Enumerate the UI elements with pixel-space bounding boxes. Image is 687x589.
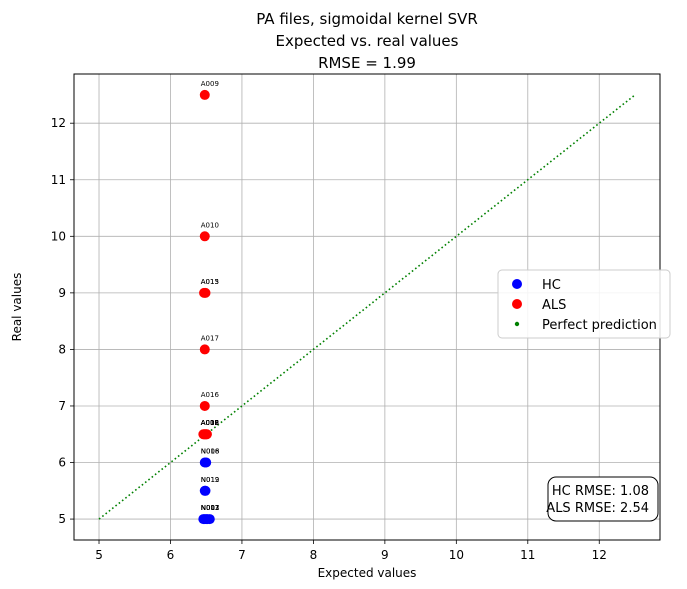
x-tick-label: 12	[592, 548, 607, 562]
point-label-a010: A010	[201, 221, 219, 229]
perfect-prediction-line-path	[98, 94, 636, 520]
point-label-n006: N006	[201, 448, 220, 456]
x-axis-label: Expected values	[318, 566, 417, 580]
point-label-n007: N007	[201, 504, 220, 512]
y-tick-label: 10	[51, 229, 66, 243]
chart-title: PA files, sigmoidal kernel SVR Expected …	[256, 10, 478, 72]
legend-marker-hc	[512, 279, 522, 289]
point-als-a016	[199, 400, 210, 411]
point-als-a010	[199, 231, 210, 242]
x-tick-label: 7	[238, 548, 246, 562]
point-hc-n006	[201, 457, 212, 468]
legend-label-hc: HC	[542, 278, 561, 293]
y-tick-label: 12	[51, 116, 66, 130]
y-tick-label: 6	[58, 456, 66, 470]
legend-label-perfect-prediction: Perfect prediction	[542, 318, 657, 333]
point-label-a012: A012	[201, 419, 219, 427]
legend: HC ALS Perfect prediction	[497, 269, 671, 339]
legend-label-als: ALS	[542, 298, 566, 313]
point-als-a018	[201, 429, 212, 440]
x-tick-label: 8	[310, 548, 318, 562]
legend-box	[497, 269, 671, 339]
rmse-als: ALS RMSE: 2.54	[546, 501, 649, 516]
rmse-annotation-box	[547, 476, 659, 522]
axis-ticks: 5 6 7 8 9 10 11 12 5 6 7 8 9 10 11 12	[51, 116, 607, 562]
y-tick-label: 5	[58, 512, 66, 526]
y-tick-label: 9	[58, 286, 66, 300]
point-label-n012: N012	[201, 476, 220, 484]
point-label-a015: A015	[201, 278, 219, 286]
point-label-a017: A017	[201, 334, 219, 342]
rmse-hc: HC RMSE: 1.08	[552, 484, 649, 499]
x-tick-label: 5	[95, 548, 103, 562]
point-als-a009	[199, 89, 210, 100]
y-tick-label: 11	[51, 173, 66, 187]
point-label-a016: A016	[201, 391, 220, 399]
x-tick-label: 9	[381, 548, 389, 562]
point-label-a006: A006	[201, 419, 220, 427]
point-label-n003: N003	[201, 504, 220, 512]
point-als-a017	[199, 344, 210, 355]
chart-title-line-1: PA files, sigmoidal kernel SVR	[256, 10, 478, 28]
point-hc-n019	[200, 485, 211, 496]
point-als-a015	[200, 287, 211, 298]
point-label-a013: A013	[201, 278, 219, 286]
rmse-annotation: HC RMSE: 1.08 ALS RMSE: 2.54	[546, 476, 659, 522]
x-tick-label: 10	[449, 548, 464, 562]
perfect-prediction-line	[98, 94, 636, 520]
point-label-n017: N017	[201, 504, 220, 512]
point-label-n002: N002	[201, 504, 220, 512]
legend-marker-als	[512, 299, 522, 309]
y-axis-label: Real values	[10, 273, 24, 342]
point-label-a009: A009	[201, 80, 219, 88]
point-label-n019: N019	[201, 476, 220, 484]
point-label-a008: A008	[201, 419, 219, 427]
point-label-a002: A002	[201, 419, 219, 427]
y-tick-label: 8	[58, 342, 66, 356]
x-tick-label: 11	[520, 548, 535, 562]
x-tick-label: 6	[167, 548, 175, 562]
legend-marker-perfect-prediction	[514, 321, 520, 327]
chart-title-line-3: RMSE = 1.99	[318, 54, 416, 72]
point-label-a018: A018	[201, 419, 219, 427]
chart-title-line-2: Expected vs. real values	[276, 32, 459, 50]
point-label-a005: A005	[201, 419, 219, 427]
y-tick-label: 7	[58, 399, 66, 413]
point-label-n011: N011	[201, 504, 220, 512]
data-points	[198, 89, 215, 525]
point-label-n018: N018	[201, 448, 220, 456]
point-hc-n017	[204, 514, 215, 525]
